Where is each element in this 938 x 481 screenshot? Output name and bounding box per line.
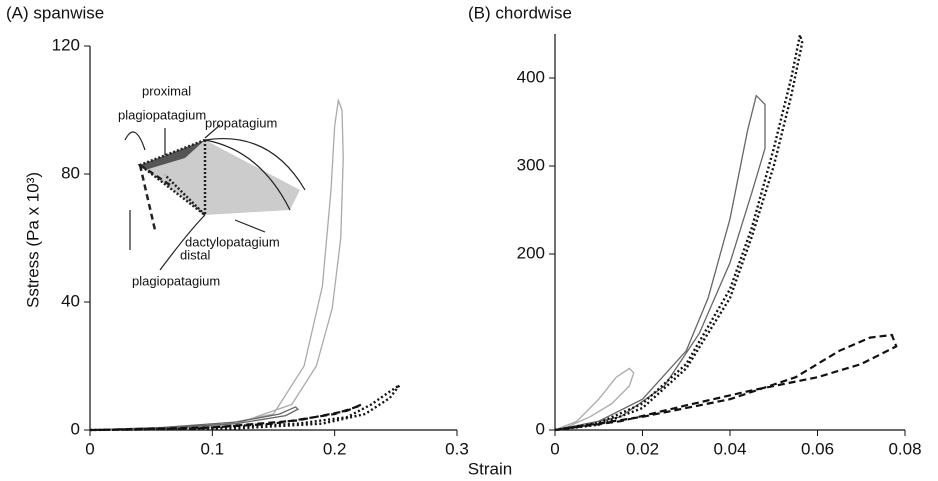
pointer — [164, 124, 266, 233]
annotation: distal — [180, 247, 210, 262]
annotation: proximal — [142, 83, 191, 98]
wing-membrane — [140, 140, 300, 215]
y-tick-label: 120 — [52, 35, 80, 54]
y-tick-label: 300 — [517, 155, 545, 174]
x-tick-label: 0.3 — [445, 439, 469, 458]
curve — [554, 333, 898, 432]
y-tick-label: 40 — [61, 291, 80, 310]
x-axis-label: Strain — [468, 459, 512, 478]
x-tick-label: 0.02 — [626, 439, 659, 458]
y-tick-label: 200 — [517, 243, 545, 262]
panel-title: (B) chordwise — [468, 3, 572, 22]
y-tick-label: 0 — [71, 419, 80, 438]
curve — [89, 403, 363, 432]
dashed-line — [138, 163, 171, 231]
curve — [554, 94, 766, 431]
x-tick-label: 0.1 — [201, 439, 225, 458]
annotation: dactylopatagium — [185, 234, 280, 249]
x-tick-label: 0 — [550, 439, 559, 458]
annotation: plagiopatagium — [118, 107, 206, 122]
wing-inset — [124, 124, 306, 271]
y-tick-label: 0 — [536, 419, 545, 438]
x-tick-label: 0.08 — [888, 439, 921, 458]
y-tick-label: 400 — [517, 67, 545, 86]
panel-title: (A) spanwise — [6, 3, 104, 22]
body-outline — [124, 131, 206, 271]
x-tick-label: 0.2 — [323, 439, 347, 458]
curve — [89, 384, 401, 432]
x-tick-label: 0.06 — [801, 439, 834, 458]
annotation: plagiopatagium — [132, 273, 220, 288]
curve — [89, 97, 344, 431]
wing-edge — [204, 138, 306, 191]
y-tick-label: 80 — [61, 163, 80, 182]
y-axis-label: Sstress (Pa x 10³) — [23, 172, 42, 308]
x-tick-label: 0.04 — [713, 439, 746, 458]
wing-finger — [204, 139, 291, 211]
curve — [554, 367, 635, 431]
x-tick-label: 0 — [85, 439, 94, 458]
annotation: propatagium — [205, 115, 277, 130]
curve — [554, 34, 804, 432]
curve — [89, 406, 300, 431]
